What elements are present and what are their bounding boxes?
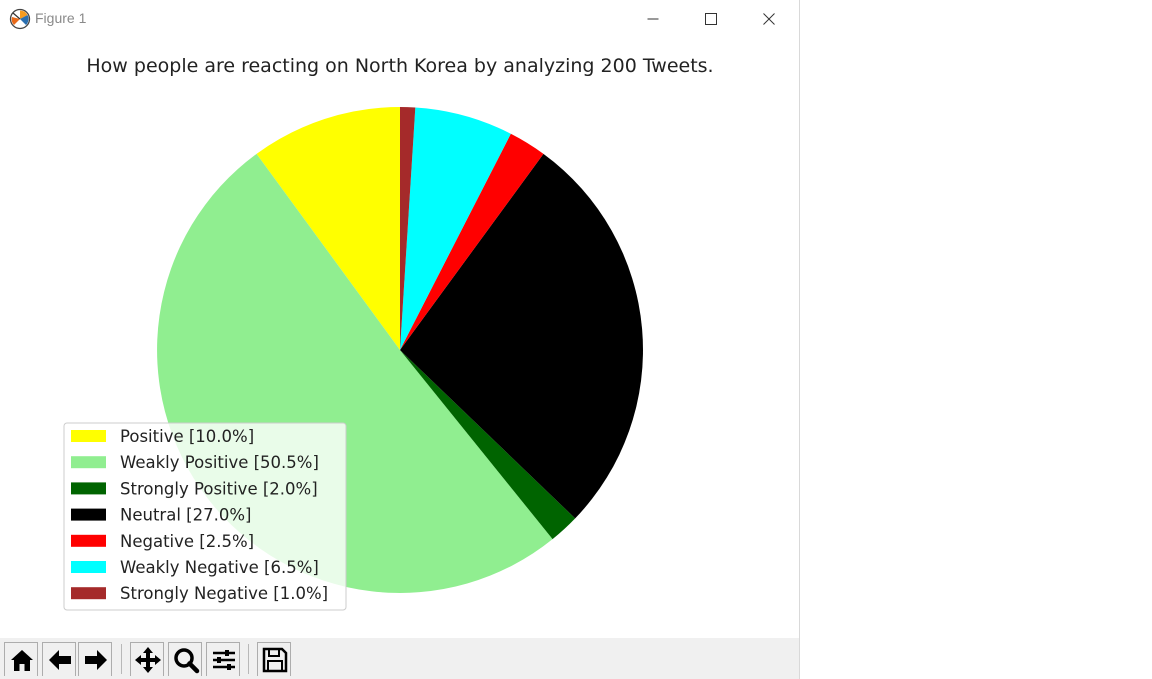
legend-entries: Positive [10.0%] Weakly Positive [50.5%] S… — [71, 427, 328, 603]
window-title: Figure 1 — [35, 10, 87, 26]
legend-label: Strongly Positive [2.0%] — [120, 479, 318, 498]
minimize-icon — [647, 18, 659, 20]
pie-slice-neutral — [400, 153, 643, 519]
legend-label: Negative [2.5%] — [120, 532, 254, 551]
legend-swatch — [71, 456, 106, 469]
toolbar-separator — [121, 644, 122, 674]
pie-slice-weakly-negative — [400, 107, 511, 350]
back-button[interactable] — [42, 642, 76, 676]
forward-button[interactable] — [78, 642, 112, 676]
home-icon — [11, 650, 33, 671]
toolbar-separator — [248, 644, 249, 674]
save-icon — [262, 647, 288, 673]
close-button[interactable] — [746, 0, 792, 38]
chart-legend: Positive [10.0%] Weakly Positive [50.5%] S… — [63, 422, 347, 611]
pie-chart: How people are reacting on North Korea b… — [63, 55, 714, 611]
legend-swatch — [71, 561, 106, 573]
figure-canvas[interactable]: How people are reacting on North Korea b… — [0, 38, 799, 638]
maximize-button[interactable] — [688, 0, 734, 38]
pie-slice-strongly-negative — [400, 106, 416, 350]
configure-subplots-icon — [213, 650, 235, 670]
legend-label: Weakly Negative [6.5%] — [120, 558, 319, 577]
legend-swatch — [71, 508, 106, 521]
configure-subplots-button[interactable] — [206, 642, 240, 676]
pie-slice-negative — [400, 133, 544, 350]
zoom-button[interactable] — [168, 642, 202, 676]
figure-window: Figure 1 How people are reacting on Nort… — [0, 0, 800, 679]
pie-slice-positive — [256, 107, 400, 350]
title-bar[interactable]: Figure 1 — [0, 0, 799, 38]
save-button[interactable] — [257, 642, 291, 676]
back-arrow-icon — [49, 650, 71, 670]
legend-swatch — [71, 534, 106, 547]
pie-slice-strongly-positive — [400, 350, 576, 540]
navigation-toolbar — [0, 638, 799, 679]
legend-label: Weakly Positive [50.5%] — [120, 453, 319, 472]
close-icon — [763, 13, 775, 25]
legend-label: Strongly Negative [1.0%] — [120, 584, 328, 603]
zoom-icon — [174, 648, 200, 674]
legend-label: Neutral [27.0%] — [120, 506, 251, 525]
legend-label: Positive [10.0%] — [120, 427, 254, 446]
legend-swatch — [71, 587, 106, 600]
maximize-icon — [705, 13, 717, 25]
forward-arrow-icon — [85, 650, 107, 670]
home-button[interactable] — [4, 642, 38, 676]
chart-title: How people are reacting on North Korea b… — [86, 55, 713, 77]
legend-frame — [63, 422, 347, 611]
matplotlib-logo-icon — [9, 8, 31, 30]
pan-button[interactable] — [130, 642, 164, 676]
legend-swatch — [71, 430, 106, 442]
pan-icon — [135, 647, 161, 673]
legend-swatch — [71, 482, 106, 495]
minimize-button[interactable] — [630, 0, 676, 38]
